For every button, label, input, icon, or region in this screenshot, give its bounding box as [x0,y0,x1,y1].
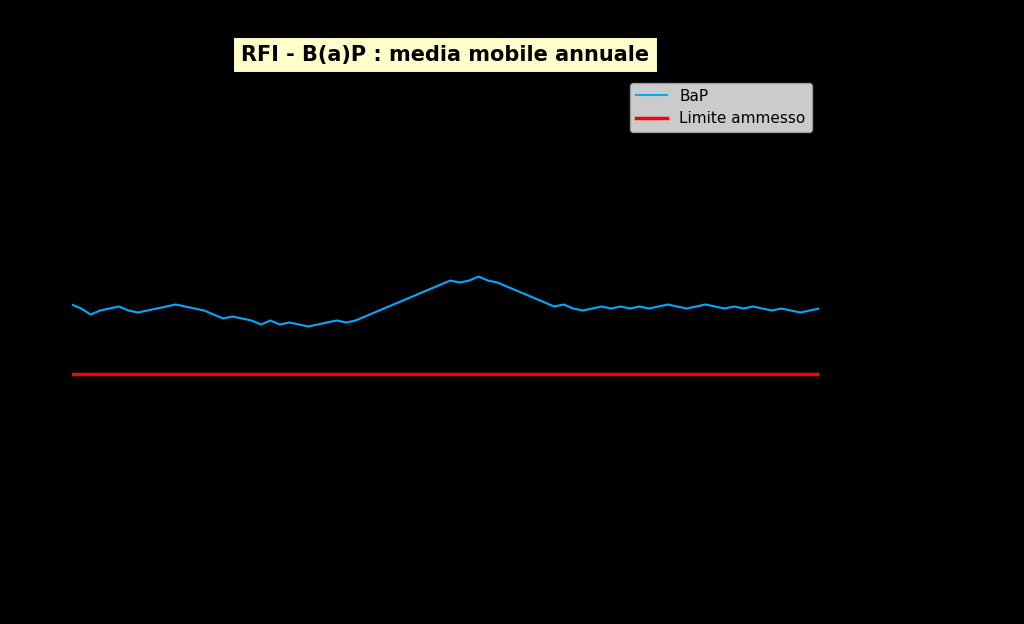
Legend: BaP, Limite ammesso: BaP, Limite ammesso [631,82,812,132]
BaP [529,295,542,302]
BaP [66,301,78,308]
BaP [595,303,607,310]
BaP [407,293,419,300]
BaP [539,299,551,306]
BaP [567,305,580,312]
Limite ammesso [66,371,78,378]
Title: RFI - B(a)P : media mobile annuale: RFI - B(a)P : media mobile annuale [242,45,649,65]
BaP [746,303,759,310]
BaP [472,273,484,280]
Limite ammesso [73,371,85,378]
BaP [302,323,314,330]
Line: BaP: BaP [72,276,819,326]
BaP [813,305,825,312]
